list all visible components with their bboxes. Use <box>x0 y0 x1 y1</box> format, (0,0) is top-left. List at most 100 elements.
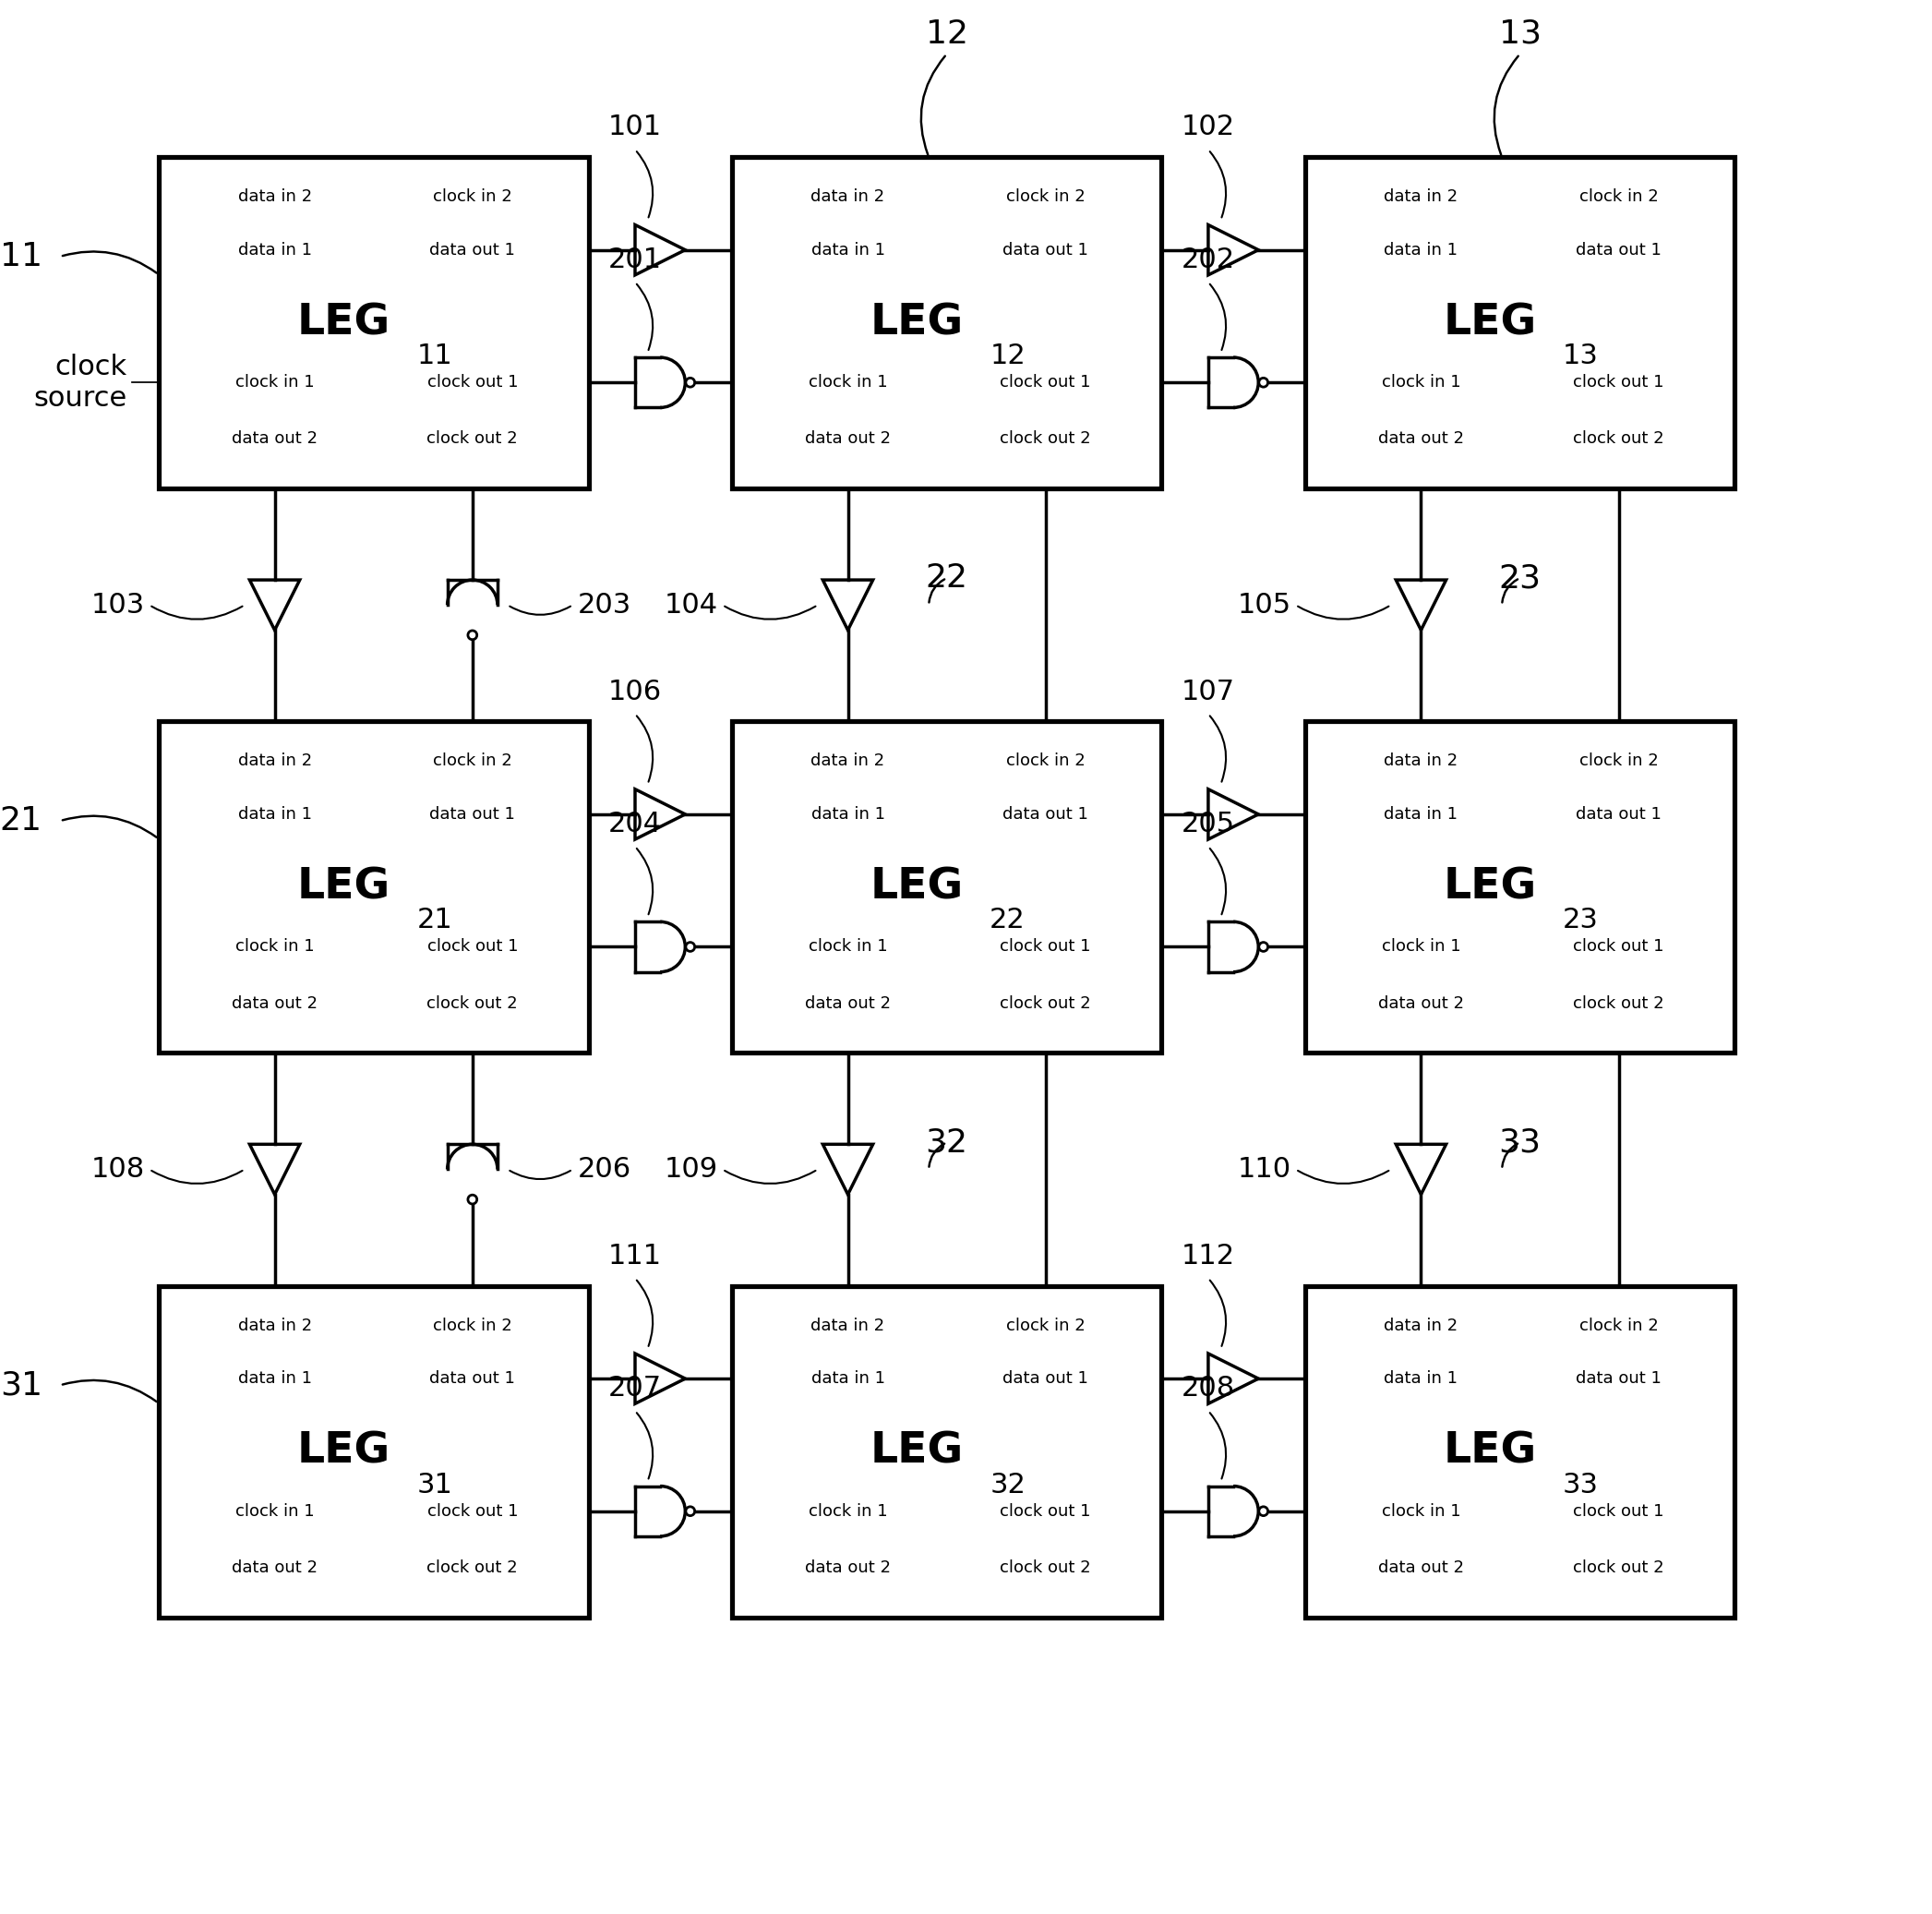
Text: clock in 2: clock in 2 <box>433 1317 512 1334</box>
Bar <box>158 1286 589 1617</box>
Text: clock out 1: clock out 1 <box>1001 938 1092 955</box>
Text: clock out 1: clock out 1 <box>427 373 518 390</box>
Text: clock out 1: clock out 1 <box>1573 938 1663 955</box>
Text: data in 2: data in 2 <box>238 189 311 205</box>
Text: data in 2: data in 2 <box>1383 752 1459 769</box>
Text: 104: 104 <box>665 591 719 618</box>
Text: clock in 2: clock in 2 <box>433 752 512 769</box>
Text: LEG: LEG <box>298 1432 390 1472</box>
Text: 102: 102 <box>1180 113 1235 140</box>
Text: 22: 22 <box>989 907 1026 934</box>
Text: 203: 203 <box>578 591 632 618</box>
Text: data in 1: data in 1 <box>811 241 885 258</box>
Text: 204: 204 <box>609 812 663 838</box>
Text: LEG: LEG <box>298 867 390 907</box>
Text: 11: 11 <box>417 343 452 369</box>
Text: 108: 108 <box>91 1156 145 1183</box>
Text: clock in 1: clock in 1 <box>236 938 315 955</box>
Bar <box>1304 722 1735 1053</box>
Text: data in 1: data in 1 <box>1383 1370 1459 1388</box>
Text: data out 1: data out 1 <box>1003 806 1088 823</box>
Text: 106: 106 <box>609 678 663 704</box>
Text: data out 2: data out 2 <box>806 995 891 1011</box>
Text: LEG: LEG <box>298 302 390 345</box>
Text: clock out 2: clock out 2 <box>1001 995 1092 1011</box>
Text: clock in 1: clock in 1 <box>236 1502 315 1520</box>
Text: clock in 2: clock in 2 <box>1578 189 1658 205</box>
Text: data in 2: data in 2 <box>811 1317 885 1334</box>
Text: data in 1: data in 1 <box>238 1370 311 1388</box>
Text: clock in 1: clock in 1 <box>236 373 315 390</box>
Text: data out 1: data out 1 <box>1003 241 1088 258</box>
Text: clock in 2: clock in 2 <box>1578 1317 1658 1334</box>
Text: 110: 110 <box>1238 1156 1291 1183</box>
Text: data in 1: data in 1 <box>811 806 885 823</box>
Text: 208: 208 <box>1180 1374 1235 1401</box>
Text: data out 2: data out 2 <box>232 1560 317 1575</box>
Text: data out 1: data out 1 <box>429 806 516 823</box>
Text: data in 2: data in 2 <box>1383 189 1459 205</box>
Text: 21: 21 <box>0 806 43 836</box>
Text: clock out 2: clock out 2 <box>1001 431 1092 448</box>
Text: data out 2: data out 2 <box>806 431 891 448</box>
Text: clock in 1: clock in 1 <box>1381 1502 1461 1520</box>
Text: clock out 2: clock out 2 <box>427 1560 518 1575</box>
Text: data out 1: data out 1 <box>1577 1370 1662 1388</box>
Text: clock out 2: clock out 2 <box>1573 1560 1663 1575</box>
Text: 12: 12 <box>925 19 968 50</box>
Text: clock out 2: clock out 2 <box>427 431 518 448</box>
Text: clock out 2: clock out 2 <box>427 995 518 1011</box>
Text: LEG: LEG <box>1443 302 1536 345</box>
Text: 201: 201 <box>609 247 663 274</box>
Text: 31: 31 <box>0 1370 43 1401</box>
Bar <box>732 1286 1161 1617</box>
Text: clock out 1: clock out 1 <box>1001 373 1092 390</box>
Text: LEG: LEG <box>869 1432 964 1472</box>
Bar <box>732 157 1161 488</box>
Text: clock out 2: clock out 2 <box>1573 995 1663 1011</box>
Bar <box>732 722 1161 1053</box>
Text: data out 2: data out 2 <box>1378 1560 1464 1575</box>
Text: data out 2: data out 2 <box>806 1560 891 1575</box>
Text: data in 2: data in 2 <box>238 1317 311 1334</box>
Text: 101: 101 <box>609 113 663 140</box>
Text: LEG: LEG <box>869 302 964 345</box>
Text: clock in 2: clock in 2 <box>1578 752 1658 769</box>
Text: 32: 32 <box>925 1127 968 1158</box>
Text: clock
source: clock source <box>35 354 128 412</box>
Text: 202: 202 <box>1180 247 1235 274</box>
Text: clock out 1: clock out 1 <box>427 938 518 955</box>
Text: data in 1: data in 1 <box>811 1370 885 1388</box>
Text: data in 1: data in 1 <box>238 241 311 258</box>
Text: 107: 107 <box>1180 678 1235 704</box>
Text: 109: 109 <box>665 1156 719 1183</box>
Text: data in 2: data in 2 <box>811 189 885 205</box>
Text: 21: 21 <box>417 907 452 934</box>
Text: clock in 2: clock in 2 <box>1007 752 1086 769</box>
Text: 11: 11 <box>0 241 43 272</box>
Text: 103: 103 <box>91 591 145 618</box>
Bar <box>158 157 589 488</box>
Text: data out 1: data out 1 <box>1003 1370 1088 1388</box>
Text: clock out 1: clock out 1 <box>1573 1502 1663 1520</box>
Text: 112: 112 <box>1180 1242 1235 1269</box>
Bar <box>158 722 589 1053</box>
Text: data out 1: data out 1 <box>1577 241 1662 258</box>
Text: data out 2: data out 2 <box>232 431 317 448</box>
Text: data in 2: data in 2 <box>811 752 885 769</box>
Text: data out 1: data out 1 <box>1577 806 1662 823</box>
Text: LEG: LEG <box>869 867 964 907</box>
Bar <box>1304 1286 1735 1617</box>
Text: 23: 23 <box>1563 907 1600 934</box>
Text: data in 1: data in 1 <box>238 806 311 823</box>
Text: clock out 1: clock out 1 <box>427 1502 518 1520</box>
Text: 13: 13 <box>1499 19 1542 50</box>
Text: clock in 1: clock in 1 <box>808 938 887 955</box>
Text: 22: 22 <box>925 563 968 593</box>
Text: data in 2: data in 2 <box>238 752 311 769</box>
Text: data out 2: data out 2 <box>1378 995 1464 1011</box>
Text: data in 2: data in 2 <box>1383 1317 1459 1334</box>
Text: clock in 2: clock in 2 <box>1007 189 1086 205</box>
Text: 105: 105 <box>1238 591 1291 618</box>
Text: clock in 1: clock in 1 <box>808 373 887 390</box>
